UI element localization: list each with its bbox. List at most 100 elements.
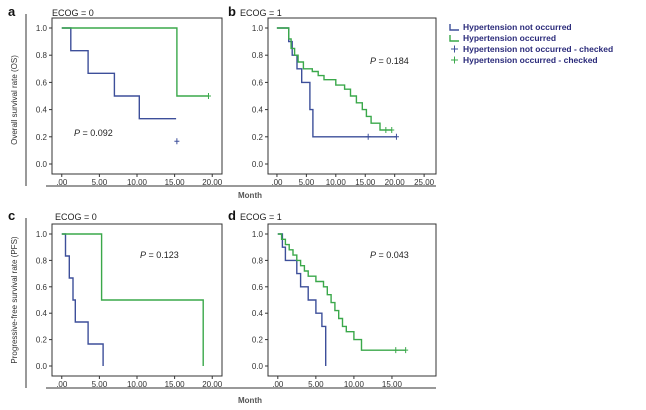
legend-item-label: Hypertension occurred: [463, 33, 556, 43]
x-axis-label-bottom: Month: [238, 396, 262, 405]
p-value: = 0.092: [83, 128, 113, 138]
x-tick-label: 20.00: [202, 178, 223, 187]
y-tick-label: 0.6: [36, 283, 48, 292]
y-axis-label-pfs: Progressive-free survival rate (PFS): [10, 236, 19, 363]
survival-curve-occurred: [61, 27, 209, 97]
x-tick-label: 10.00: [326, 178, 347, 187]
x-axis-label-top: Month: [238, 191, 262, 200]
y-tick-label: 0.0: [252, 362, 264, 371]
legend-item-label: Hypertension not occurred: [463, 22, 572, 32]
censor-mark-not-occurred: [393, 133, 399, 140]
legend-line-swatch: [449, 35, 459, 42]
x-tick-label: .00: [56, 178, 68, 187]
panel-title: ECOG = 0: [52, 8, 94, 18]
censor-mark-occurred: [393, 347, 399, 354]
legend-item-label: Hypertension not occurred - checked: [463, 44, 613, 54]
p-symbol: P: [74, 128, 80, 138]
y-tick-label: 0.8: [252, 256, 264, 265]
y-tick-label: 1.0: [252, 230, 264, 239]
panel-b-os-ecog1: ECOG = 1 P = 0.184 0.0 0.2 0.4 0.6 0.8 1.0 .00…: [240, 8, 437, 187]
x-tick-label: 15.00: [165, 380, 186, 389]
x-tick-label: 20.00: [385, 178, 406, 187]
p-value-label: P = 0.092: [74, 128, 113, 138]
panel-title: ECOG = 0: [55, 212, 97, 222]
y-tick-label: 0.8: [36, 51, 48, 60]
y-tick-label: 0.2: [252, 133, 264, 142]
p-value-label: P = 0.184: [370, 56, 409, 66]
p-symbol: P: [370, 56, 376, 66]
censor-mark-occurred: [383, 127, 389, 133]
legend-censor-swatch: [451, 56, 458, 64]
y-axis-label-os: Overall survival rate (OS): [10, 55, 19, 145]
p-value: = 0.043: [379, 250, 409, 260]
survival-curve-not-occurred: [61, 27, 177, 120]
x-tick-label: .00: [271, 178, 283, 187]
panel-d-pfs-ecog1: ECOG = 1 P = 0.043 0.0 0.2 0.4 0.6 0.8 1.0 .00…: [240, 212, 437, 389]
panel-label-a: a: [8, 4, 16, 19]
censor-mark-occurred: [205, 93, 211, 99]
y-tick-label: 0.4: [252, 106, 264, 115]
y-tick-label: 1.0: [36, 230, 48, 239]
x-tick-label: .00: [272, 380, 284, 389]
y-tick-label: 1.0: [36, 24, 48, 33]
panel-label-b: b: [228, 4, 236, 19]
panel-a-os-ecog0: ECOG = 0 P = 0.092 0.0 0.2 0.4 0.6 0.8 1.0 .00…: [36, 8, 223, 187]
x-tick-label: 10.00: [127, 178, 148, 187]
legend-item-label: Hypertension occurred - checked: [463, 55, 598, 65]
censor-mark-not-occurred: [365, 133, 371, 140]
x-tick-label: .00: [56, 380, 68, 389]
panel-label-c: c: [8, 208, 15, 223]
panel-c-pfs-ecog0: ECOG = 0 P = 0.123 0.0 0.2 0.4 0.6 0.8 1.0 .00…: [36, 212, 223, 389]
panel-title: ECOG = 1: [240, 212, 282, 222]
y-tick-label: 1.0: [252, 24, 264, 33]
y-tick-label: 0.6: [252, 283, 264, 292]
x-tick-label: 15.00: [382, 380, 403, 389]
censor-mark-occurred: [389, 127, 395, 133]
survival-curve-occurred: [276, 27, 392, 131]
survival-curve-not-occurred: [276, 27, 397, 138]
y-tick-label: 0.0: [252, 160, 264, 169]
y-tick-label: 0.2: [36, 336, 48, 345]
y-tick-label: 0.4: [252, 309, 264, 318]
survival-curve-occurred: [277, 233, 406, 351]
p-value: = 0.184: [379, 56, 409, 66]
survival-curve-not-occurred: [61, 233, 104, 366]
p-value-label: P = 0.043: [370, 250, 409, 260]
p-value-label: P = 0.123: [140, 250, 179, 260]
y-tick-label: 0.0: [36, 362, 48, 371]
censor-mark-occurred: [403, 347, 409, 354]
p-symbol: P: [370, 250, 376, 260]
plot-frame: [267, 17, 437, 175]
x-tick-label: 20.00: [202, 380, 223, 389]
y-tick-label: 0.8: [36, 256, 48, 265]
x-tick-label: 5.00: [299, 178, 315, 187]
legend-censor-swatch: [451, 45, 458, 53]
x-tick-label: 5.00: [92, 380, 108, 389]
panel-label-d: d: [228, 208, 236, 223]
y-tick-label: 0.8: [252, 51, 264, 60]
x-tick-label: 25.00: [414, 178, 435, 187]
y-tick-label: 0.2: [252, 336, 264, 345]
x-tick-label: 15.00: [165, 178, 186, 187]
y-tick-label: 0.4: [36, 106, 48, 115]
x-tick-label: 5.00: [308, 380, 324, 389]
panel-title: ECOG = 1: [240, 8, 282, 18]
censor-mark-not-occurred: [174, 138, 180, 145]
x-tick-label: 10.00: [344, 380, 365, 389]
p-value: = 0.123: [149, 250, 179, 260]
survival-curve-not-occurred: [277, 233, 327, 366]
y-tick-label: 0.6: [252, 78, 264, 87]
plot-frame: [267, 223, 437, 377]
y-tick-label: 0.4: [36, 309, 48, 318]
x-tick-label: 5.00: [92, 178, 108, 187]
legend-line-swatch: [449, 24, 459, 31]
survival-curve-occurred: [61, 233, 204, 366]
p-symbol: P: [140, 250, 146, 260]
x-tick-label: 15.00: [355, 178, 376, 187]
y-tick-label: 0.0: [36, 160, 48, 169]
y-tick-label: 0.6: [36, 78, 48, 87]
y-tick-label: 0.2: [36, 133, 48, 142]
x-tick-label: 10.00: [127, 380, 148, 389]
